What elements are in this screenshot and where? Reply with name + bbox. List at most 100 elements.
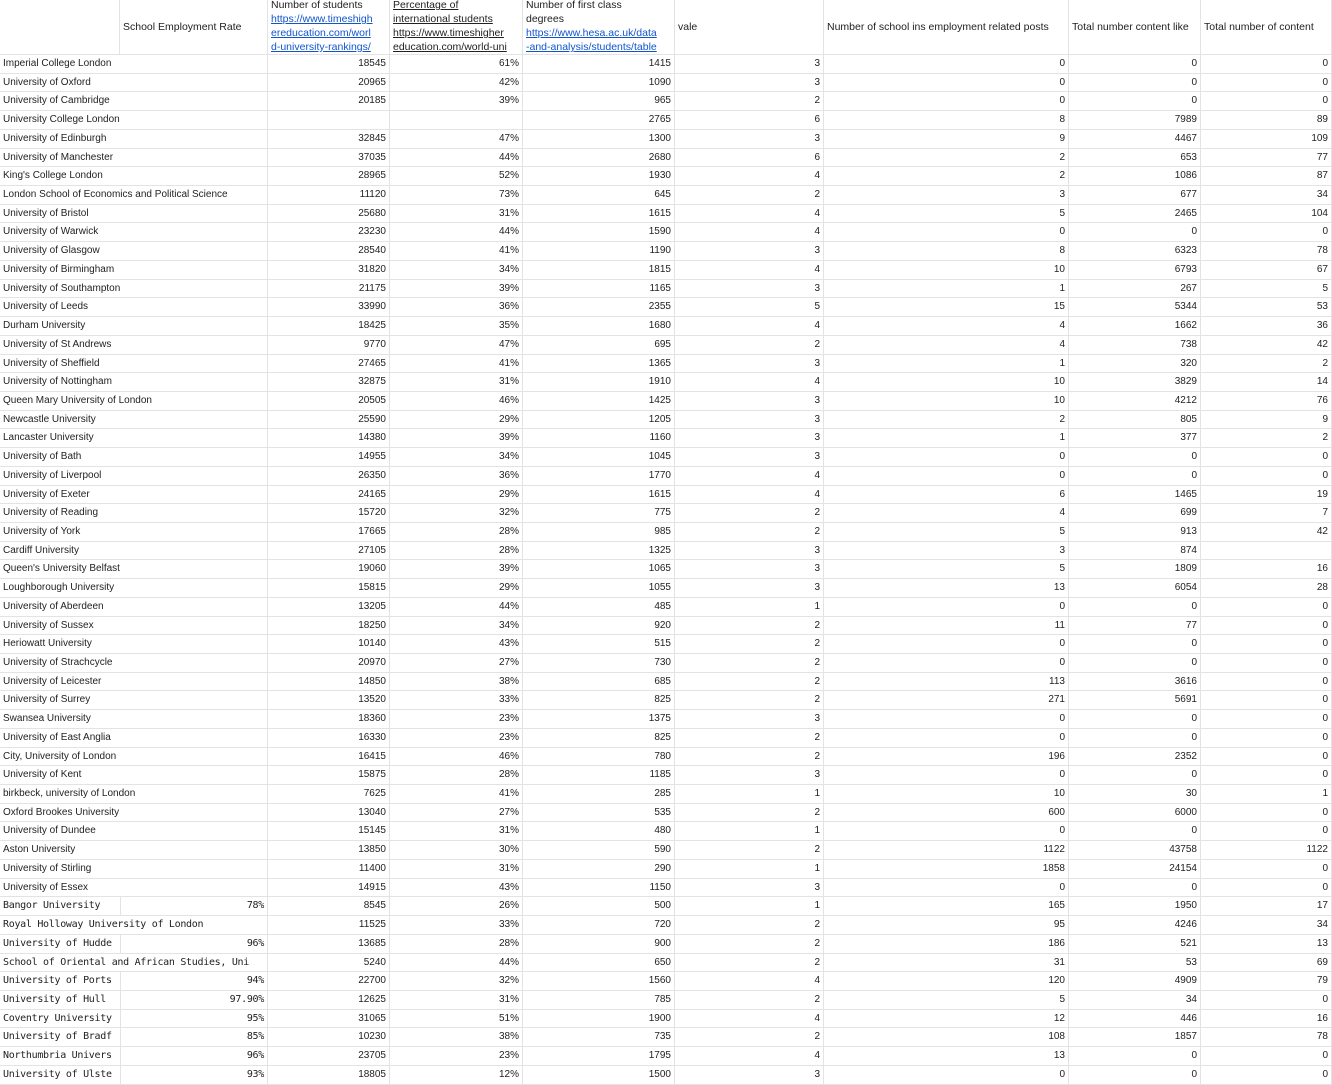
posts-cell[interactable]: 2 xyxy=(824,167,1069,186)
vale-cell[interactable]: 3 xyxy=(675,279,824,298)
likes-cell[interactable]: 4212 xyxy=(1069,391,1201,410)
content-cell[interactable]: 0 xyxy=(1201,878,1332,897)
international-cell[interactable]: 47% xyxy=(390,129,523,148)
vale-cell[interactable]: 2 xyxy=(675,841,824,859)
first-class-cell[interactable]: 485 xyxy=(523,597,675,616)
posts-cell[interactable]: 10 xyxy=(824,785,1069,803)
international-cell[interactable]: 44% xyxy=(390,953,523,972)
vale-cell[interactable]: 4 xyxy=(675,1009,824,1028)
vale-cell[interactable]: 3 xyxy=(675,766,824,785)
employment-rate-cell[interactable] xyxy=(120,354,268,373)
international-cell[interactable]: 32% xyxy=(390,972,523,990)
first-class-cell[interactable]: 730 xyxy=(523,654,675,672)
posts-cell[interactable]: 6 xyxy=(824,485,1069,504)
international-cell[interactable]: 44% xyxy=(390,148,523,167)
first-class-cell[interactable]: 1065 xyxy=(523,560,675,579)
name-cell[interactable]: Cardiff University xyxy=(3,544,79,556)
international-cell[interactable]: 43% xyxy=(390,878,523,897)
name-cell[interactable]: University of Essex xyxy=(3,881,89,893)
name-cell[interactable]: University of Aberdeen xyxy=(3,600,104,612)
likes-cell[interactable]: 2352 xyxy=(1069,747,1201,766)
content-cell[interactable]: 0 xyxy=(1201,728,1332,747)
employment-rate-cell[interactable] xyxy=(120,747,268,766)
students-cell[interactable]: 13850 xyxy=(268,841,390,859)
employment-rate-cell[interactable] xyxy=(120,560,268,579)
students-cell[interactable]: 10140 xyxy=(268,635,390,653)
posts-cell[interactable]: 8 xyxy=(824,111,1069,129)
posts-cell[interactable]: 0 xyxy=(824,766,1069,785)
name-cell[interactable]: University of Kent xyxy=(3,769,82,781)
international-cell[interactable]: 34% xyxy=(390,260,523,279)
likes-cell[interactable]: 0 xyxy=(1069,223,1201,242)
international-cell[interactable]: 28% xyxy=(390,766,523,785)
vale-cell[interactable]: 1 xyxy=(675,897,824,916)
header-international[interactable]: Percentage of international students htt… xyxy=(390,0,523,54)
first-class-cell[interactable]: 1045 xyxy=(523,448,675,466)
posts-cell[interactable]: 120 xyxy=(824,972,1069,990)
vale-cell[interactable]: 2 xyxy=(675,335,824,354)
name-cell[interactable]: Lancaster University xyxy=(3,432,94,444)
employment-rate-cell[interactable]: 93% xyxy=(120,1065,268,1084)
likes-cell[interactable]: 874 xyxy=(1069,541,1201,560)
employment-rate-cell[interactable] xyxy=(120,242,268,260)
posts-cell[interactable]: 600 xyxy=(824,803,1069,822)
name-cell[interactable]: University of Glasgow xyxy=(3,245,100,257)
first-class-cell[interactable]: 500 xyxy=(523,897,675,916)
posts-cell[interactable]: 0 xyxy=(824,710,1069,728)
posts-cell[interactable]: 1858 xyxy=(824,859,1069,878)
posts-cell[interactable]: 0 xyxy=(824,597,1069,616)
international-cell[interactable]: 31% xyxy=(390,990,523,1009)
likes-cell[interactable]: 34 xyxy=(1069,990,1201,1009)
vale-cell[interactable]: 6 xyxy=(675,148,824,167)
posts-cell[interactable]: 0 xyxy=(824,635,1069,653)
employment-rate-cell[interactable] xyxy=(120,616,268,635)
posts-cell[interactable]: 0 xyxy=(824,448,1069,466)
employment-rate-cell[interactable] xyxy=(120,878,268,897)
first-class-cell[interactable]: 780 xyxy=(523,747,675,766)
students-cell[interactable]: 18805 xyxy=(268,1065,390,1084)
employment-rate-cell[interactable] xyxy=(120,167,268,186)
content-cell[interactable]: 7 xyxy=(1201,504,1332,522)
international-cell[interactable]: 73% xyxy=(390,186,523,204)
vale-cell[interactable]: 2 xyxy=(675,953,824,972)
first-class-cell[interactable]: 965 xyxy=(523,92,675,111)
content-cell[interactable]: 0 xyxy=(1201,55,1332,73)
posts-cell[interactable]: 5 xyxy=(824,560,1069,579)
posts-cell[interactable]: 186 xyxy=(824,934,1069,953)
posts-cell[interactable]: 165 xyxy=(824,897,1069,916)
vale-cell[interactable]: 3 xyxy=(675,410,824,429)
vale-cell[interactable]: 3 xyxy=(675,429,824,448)
employment-rate-cell[interactable] xyxy=(120,298,268,317)
vale-cell[interactable]: 4 xyxy=(675,373,824,391)
students-cell[interactable]: 22700 xyxy=(268,972,390,990)
employment-rate-cell[interactable]: 94% xyxy=(120,972,268,990)
first-class-cell[interactable]: 720 xyxy=(523,916,675,934)
first-class-cell[interactable]: 920 xyxy=(523,616,675,635)
students-cell[interactable]: 9770 xyxy=(268,335,390,354)
posts-cell[interactable]: 5 xyxy=(824,522,1069,541)
posts-cell[interactable]: 113 xyxy=(824,672,1069,691)
employment-rate-cell[interactable] xyxy=(120,710,268,728)
employment-rate-cell[interactable] xyxy=(120,391,268,410)
international-cell[interactable]: 61% xyxy=(390,55,523,73)
name-cell[interactable]: University of Leeds xyxy=(3,301,89,313)
name-cell[interactable]: Coventry University xyxy=(3,1012,112,1024)
first-class-cell[interactable]: 1185 xyxy=(523,766,675,785)
content-cell[interactable]: 0 xyxy=(1201,766,1332,785)
likes-cell[interactable]: 1950 xyxy=(1069,897,1201,916)
name-cell[interactable]: University of Manchester xyxy=(3,151,114,163)
first-class-link[interactable]: -and-analysis/students/table xyxy=(526,41,657,53)
employment-rate-cell[interactable] xyxy=(120,129,268,148)
students-cell[interactable]: 11120 xyxy=(268,186,390,204)
likes-cell[interactable]: 0 xyxy=(1069,766,1201,785)
first-class-cell[interactable]: 1770 xyxy=(523,466,675,485)
likes-cell[interactable]: 3616 xyxy=(1069,672,1201,691)
international-cell[interactable]: 31% xyxy=(390,859,523,878)
name-cell[interactable]: University of Hull xyxy=(3,993,106,1005)
employment-rate-cell[interactable] xyxy=(120,803,268,822)
likes-cell[interactable]: 0 xyxy=(1069,878,1201,897)
likes-cell[interactable]: 0 xyxy=(1069,92,1201,111)
first-class-cell[interactable]: 650 xyxy=(523,953,675,972)
likes-cell[interactable]: 1086 xyxy=(1069,167,1201,186)
content-cell[interactable]: 42 xyxy=(1201,522,1332,541)
